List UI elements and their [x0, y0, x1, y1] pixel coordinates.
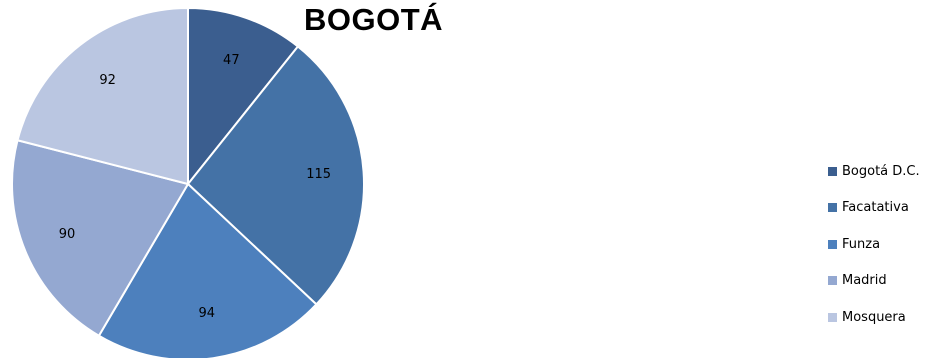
legend-label: Facatativa	[842, 200, 909, 215]
chart-legend: Bogotá D.C. Facatativa Funza Madrid Mosquera	[828, 162, 920, 345]
legend-item-madrid: Madrid	[828, 272, 920, 290]
legend-item-mosquera: Mosquera	[828, 308, 920, 326]
legend-item-facatativa: Facatativa	[828, 199, 920, 217]
pie-slice-facatativa	[186, 45, 365, 306]
legend-swatch	[828, 276, 837, 285]
pie-slices	[11, 6, 365, 358]
data-label-mosquera: 92	[99, 73, 116, 88]
pie-slice-madrid	[11, 139, 190, 338]
data-label-facatativa: 115	[306, 167, 331, 182]
data-label-madrid: 90	[59, 227, 76, 242]
legend-swatch	[828, 239, 837, 249]
legend-swatch	[828, 312, 837, 322]
chart-title: BOGOTÁ	[304, 2, 444, 37]
pie-data-labels: 47 115 94 90 92	[59, 53, 331, 321]
legend-label: Bogotá D.C.	[842, 163, 920, 179]
legend-label: Funza	[842, 236, 881, 252]
legend-item-bogota-d-c: Bogotá D.C.	[828, 162, 920, 180]
legend-swatch	[828, 203, 837, 212]
data-label-bogota-d-c: 47	[223, 53, 240, 68]
pie-slice-mosquera	[16, 6, 189, 186]
legend-swatch	[828, 166, 837, 176]
pie-slice-funza	[97, 182, 318, 358]
legend-item-funza: Funza	[828, 235, 920, 253]
legend-label: Madrid	[842, 273, 887, 288]
data-label-funza: 94	[198, 306, 215, 321]
legend-label: Mosquera	[842, 309, 906, 325]
pie-slice-bogota-d-c	[187, 6, 300, 187]
